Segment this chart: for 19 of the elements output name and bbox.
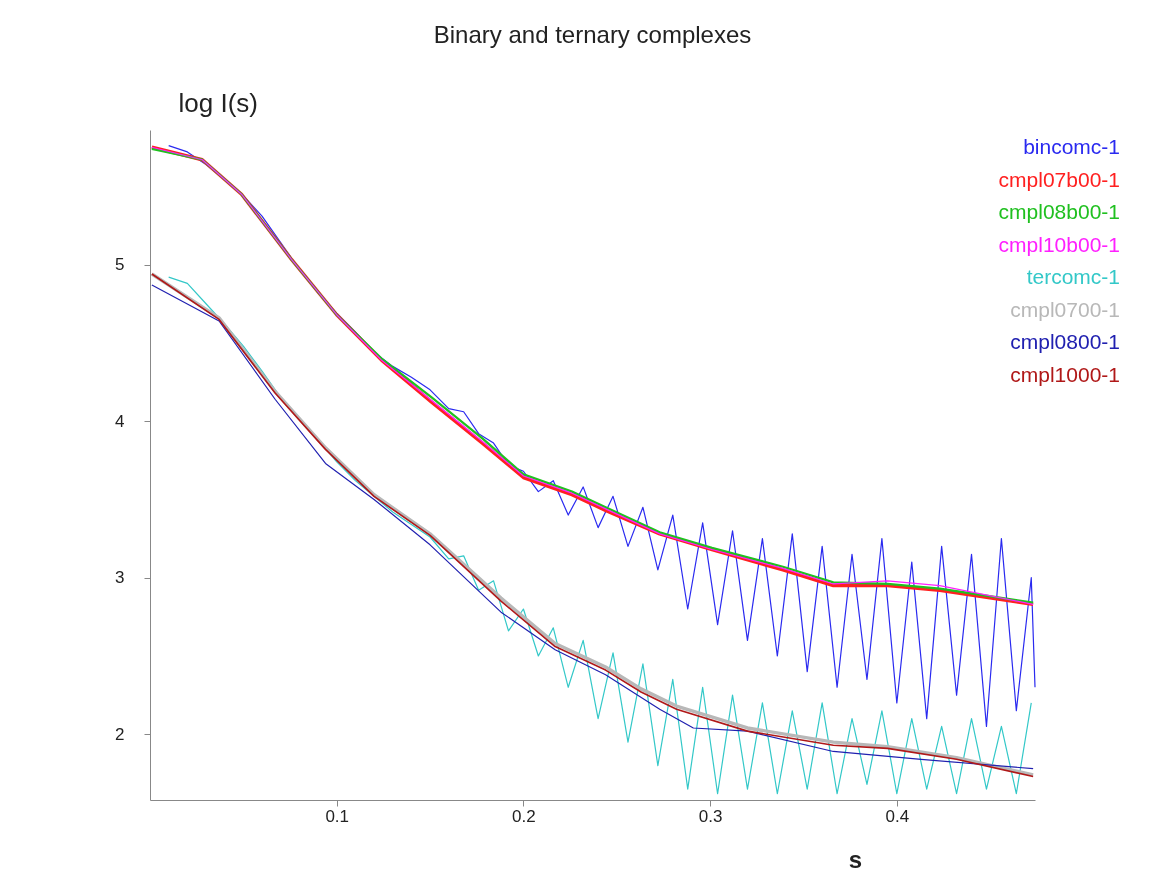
y-tick-label: 4 xyxy=(115,411,125,431)
text: cmpl0700-1 xyxy=(1010,297,1120,321)
chart-title: Binary and ternary complexes xyxy=(433,21,752,48)
text: tercomc-1 xyxy=(1026,265,1120,288)
text: cmpl0800-1 xyxy=(1010,330,1120,353)
x-tick-label: 0.4 xyxy=(885,806,910,826)
y-tick-label: 2 xyxy=(115,724,125,744)
text: cmpl1000-1 xyxy=(1010,362,1120,386)
text: cmpl10b00-1 xyxy=(998,232,1120,256)
x-axis-title: s xyxy=(848,845,863,873)
text: cmpl08b00-1 xyxy=(998,200,1120,223)
y-axis-title: log I(s) xyxy=(178,87,258,118)
y-tick-label: 3 xyxy=(115,568,125,588)
y-tick-label: 5 xyxy=(115,255,125,275)
x-tick-label: 0.1 xyxy=(325,806,350,826)
x-tick-label: 0.3 xyxy=(698,806,723,826)
text: bincomc-1 xyxy=(1023,135,1120,158)
x-tick-label: 0.2 xyxy=(512,806,536,826)
text: cmpl07b00-1 xyxy=(998,167,1120,191)
